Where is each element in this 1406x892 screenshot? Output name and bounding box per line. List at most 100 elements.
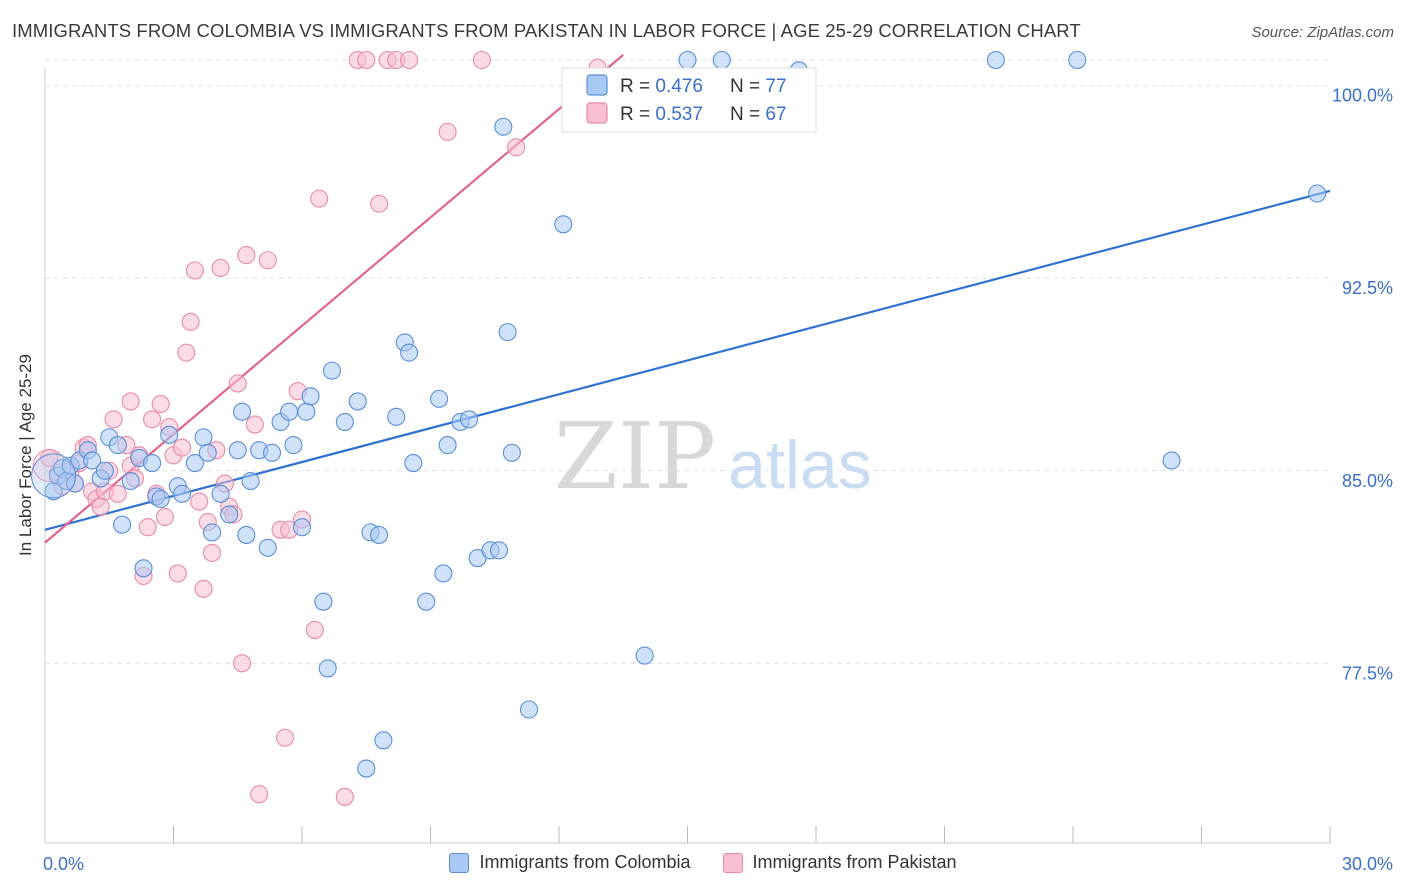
pakistan-point: [194, 579, 213, 598]
colombia-point: [678, 50, 697, 70]
colombia-point: [387, 407, 406, 426]
svg-text:R = 0.476: R = 0.476: [620, 76, 703, 97]
colombia-point: [173, 484, 192, 503]
colombia-point: [314, 592, 333, 611]
colombia-point: [203, 523, 222, 542]
colombia-point: [494, 117, 513, 136]
colombia-point: [228, 441, 247, 460]
pakistan-point: [211, 258, 230, 277]
colombia-point: [348, 392, 367, 411]
colombia-point: [143, 454, 162, 473]
legend-swatch-pakistan: [586, 102, 608, 124]
colombia-point: [83, 451, 102, 470]
pakistan-point: [108, 484, 127, 503]
legend-item-pakistan[interactable]: Immigrants from Pakistan: [722, 852, 957, 873]
legend-n-label-pakistan: N =: [730, 104, 765, 125]
pakistan-point: [370, 194, 389, 213]
colombia-point: [241, 471, 260, 491]
colombia-point: [280, 402, 299, 421]
legend-r-label-pakistan: R =: [620, 104, 655, 125]
pakistan-point: [121, 392, 140, 411]
pakistan-point: [335, 787, 354, 806]
colombia-point: [237, 525, 256, 544]
pakistan-point: [155, 507, 174, 527]
pakistan-point: [400, 50, 419, 70]
watermark: ZIP atlas: [554, 403, 872, 510]
watermark-atlas: atlas: [728, 427, 872, 503]
legend-label-colombia: Immigrants from Colombia: [479, 852, 691, 872]
colombia-point: [297, 402, 316, 421]
colombia-point: [417, 592, 436, 611]
bottom-legend: Immigrants from Colombia Immigrants from…: [0, 852, 1406, 873]
colombia-trend-line: [44, 189, 1331, 531]
legend-swatch-colombia: [586, 74, 608, 96]
colombia-point: [211, 484, 230, 503]
colombia-point: [370, 525, 389, 544]
pakistan-point: [232, 654, 252, 673]
pakistan-point: [250, 785, 269, 804]
svg-text:R = 0.537: R = 0.537: [620, 104, 703, 125]
colombia-point: [134, 559, 153, 578]
pakistan-point: [228, 374, 247, 393]
pakistan-point: [357, 50, 376, 70]
colombia-point: [335, 412, 354, 432]
legend-r-value-pakistan: 0.537: [655, 104, 703, 125]
colombia-point: [986, 50, 1005, 70]
pakistan-point: [177, 343, 196, 362]
colombia-point: [198, 443, 217, 462]
colombia-point: [95, 461, 115, 480]
colombia-point: [258, 538, 277, 557]
svg-text:N = 77: N = 77: [730, 76, 787, 97]
colombia-point: [262, 443, 282, 462]
pakistan-point: [305, 620, 324, 639]
legend-r-label-colombia: R =: [620, 76, 655, 97]
colombia-point: [194, 428, 213, 447]
colombia-point: [1068, 50, 1087, 70]
pakistan-point: [275, 728, 294, 747]
y-tick-label: 77.5%: [1342, 663, 1393, 683]
pakistan-point: [185, 261, 204, 280]
y-tick-label: 100.0%: [1332, 86, 1393, 106]
pakistan-point: [91, 497, 110, 516]
colombia-point: [318, 659, 337, 678]
pakistan-point: [472, 50, 491, 70]
colombia-point: [113, 515, 132, 534]
colombia-point: [357, 759, 376, 778]
pakistan-points: [32, 50, 611, 806]
grid-lines: [45, 59, 1330, 664]
y-tick-labels: 77.5% 85.0% 92.5% 100.0%: [1332, 86, 1393, 684]
colombia-cluster-point: [31, 453, 77, 499]
colombia-point: [121, 471, 140, 491]
pakistan-point: [143, 410, 162, 429]
pakistan-point: [203, 543, 222, 562]
pakistan-point: [181, 312, 200, 331]
pakistan-point: [438, 122, 457, 141]
legend-r-value-colombia: 0.476: [655, 76, 703, 97]
colombia-point: [438, 436, 457, 455]
colombia-point: [400, 343, 419, 362]
legend-n-value-pakistan: 67: [765, 104, 786, 125]
colombia-point: [232, 402, 252, 421]
colombia-point: [185, 454, 204, 473]
legend-item-colombia[interactable]: Immigrants from Colombia: [449, 852, 691, 873]
legend-swatch-colombia-bottom: [449, 852, 470, 873]
colombia-point: [498, 323, 517, 342]
pakistan-point: [104, 410, 123, 429]
legend-label-pakistan: Immigrants from Pakistan: [752, 852, 957, 872]
colombia-point: [430, 389, 449, 408]
y-axis-label: In Labor Force | Age 25-29: [16, 354, 35, 556]
pakistan-point: [173, 438, 192, 457]
legend-box: R = 0.476 N = 77 R = 0.537 N = 67: [561, 67, 817, 133]
colombia-point: [489, 541, 509, 560]
pakistan-point: [190, 492, 209, 511]
colombia-points: [31, 50, 1327, 778]
colombia-point: [1162, 451, 1181, 470]
x-tick-label: 30.0%: [1342, 854, 1393, 874]
colombia-point: [519, 700, 539, 719]
colombia-point: [220, 505, 239, 524]
colombia-point: [151, 489, 170, 509]
colombia-point: [459, 410, 479, 429]
colombia-point: [502, 443, 521, 462]
colombia-point: [284, 436, 303, 455]
watermark-zip: ZIP: [554, 403, 716, 510]
